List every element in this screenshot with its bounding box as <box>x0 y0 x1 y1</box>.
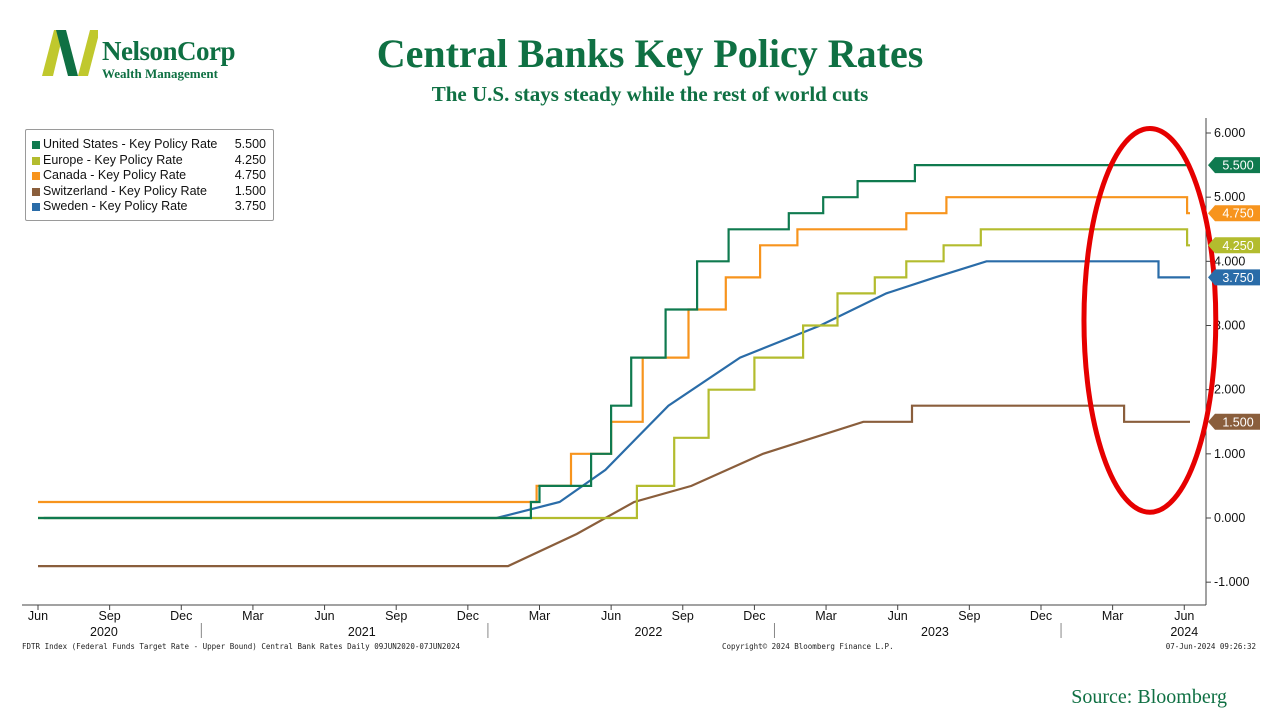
y-tick-label: 6.000 <box>1214 126 1245 140</box>
y-tick-label: 4.000 <box>1214 254 1245 268</box>
x-tick-label: Mar <box>529 609 551 623</box>
logo: NelsonCorp Wealth Management <box>38 26 253 82</box>
legend-label: Switzerland - Key Policy Rate <box>43 183 207 198</box>
x-year-label: 2022 <box>634 625 662 639</box>
legend-swatch <box>32 203 40 211</box>
chart-legend: United States - Key Policy Rate 5.500 Eu… <box>25 129 274 221</box>
end-value-text: 1.500 <box>1222 415 1253 429</box>
legend-item-europe: Europe - Key Policy Rate 4.250 <box>32 153 272 168</box>
series-line <box>38 196 1190 504</box>
end-value-text: 5.500 <box>1222 159 1253 173</box>
footer-index-note: FDTR Index (Federal Funds Target Rate - … <box>22 642 460 651</box>
end-value-tag <box>1208 205 1260 222</box>
x-year-label: 2023 <box>921 625 949 639</box>
legend-item-us: United States - Key Policy Rate 5.500 <box>32 137 272 152</box>
end-value-label: 5.500 <box>1208 157 1260 174</box>
end-value-label: 1.500 <box>1208 413 1260 430</box>
x-tick-label: Jun <box>314 609 334 623</box>
legend-swatch <box>32 156 40 165</box>
x-tick-label: Jun <box>601 609 621 623</box>
y-tick-label: -1.000 <box>1214 575 1249 589</box>
x-year-label: 2021 <box>348 625 376 639</box>
page-subtitle: The U.S. stays steady while the rest of … <box>431 82 869 106</box>
end-value-tag <box>1208 237 1260 254</box>
series-line <box>38 164 1190 520</box>
end-value-label: 4.750 <box>1208 205 1260 222</box>
x-year-label: 2024 <box>1170 625 1198 639</box>
x-tick-label: Jun <box>28 609 48 623</box>
legend-item-canada: Canada - Key Policy Rate 4.750 <box>32 168 272 183</box>
series-line <box>38 404 1190 568</box>
x-tick-label: Mar <box>1102 609 1124 623</box>
legend-swatch <box>32 141 40 149</box>
logo-mark-icon <box>42 30 98 76</box>
legend-label: Europe - Key Policy Rate <box>43 152 183 167</box>
legend-swatch <box>32 187 40 196</box>
highlight-ellipse <box>1081 126 1219 515</box>
x-year-label: 2020 <box>90 625 118 639</box>
page-title: Central Banks Key Policy Rates <box>376 31 924 76</box>
x-tick-label: Sep <box>385 609 407 623</box>
end-value-text: 4.750 <box>1222 207 1253 221</box>
end-value-label: 3.750 <box>1208 269 1260 286</box>
annotation-layer <box>1081 126 1219 515</box>
x-tick-label: Sep <box>672 609 694 623</box>
end-value-label: 4.250 <box>1208 237 1260 254</box>
end-value-tag <box>1208 269 1260 286</box>
legend-label: Sweden - Key Policy Rate <box>43 199 188 213</box>
legend-swatch <box>32 172 40 180</box>
x-tick-label: Dec <box>457 609 479 623</box>
end-value-tag <box>1208 157 1260 174</box>
y-tick-label: 5.000 <box>1214 190 1245 204</box>
axes-layer: -1.000 0.000 1.000 2.000 3.000 4.000 5.000 6.00… <box>22 118 1249 639</box>
legend-value: 4.250 <box>234 152 266 167</box>
end-value-text: 3.750 <box>1222 271 1253 285</box>
series-layer <box>38 164 1190 568</box>
x-tick-label: Dec <box>1030 609 1052 623</box>
x-tick-label: Sep <box>958 609 980 623</box>
legend-label: United States - Key Policy Rate <box>43 137 218 151</box>
x-tick-label: Dec <box>743 609 765 623</box>
legend-value: 5.500 <box>234 137 266 151</box>
logo-name: NelsonCorp <box>102 36 236 66</box>
logo-tagline: Wealth Management <box>102 66 218 81</box>
y-tick-label: 1.000 <box>1214 447 1245 461</box>
series-line <box>43 260 1190 520</box>
footer-copyright: Copyright© 2024 Bloomberg Finance L.P. <box>722 642 894 651</box>
legend-label: Canada - Key Policy Rate <box>43 168 187 182</box>
footer-timestamp: 07-Jun-2024 09:26:32 <box>1165 642 1256 651</box>
y-tick-label: 2.000 <box>1214 383 1245 397</box>
x-tick-label: Dec <box>170 609 192 623</box>
x-tick-label: Jun <box>1174 609 1194 623</box>
x-tick-label: Jun <box>888 609 908 623</box>
end-value-text: 4.250 <box>1222 239 1253 253</box>
legend-item-sweden: Sweden - Key Policy Rate 3.750 <box>32 199 272 214</box>
x-tick-label: Mar <box>815 609 837 623</box>
end-value-labels: 5.500 4.250 4.750 1.500 3.750 <box>1208 157 1260 430</box>
y-tick-label: 0.000 <box>1214 511 1245 525</box>
end-value-tag <box>1208 413 1260 430</box>
series-line <box>38 228 1190 520</box>
x-tick-label: Mar <box>242 609 264 623</box>
legend-item-switzerland: Switzerland - Key Policy Rate 1.500 <box>32 184 272 199</box>
x-tick-label: Sep <box>99 609 121 623</box>
source-note: Source: Bloomberg <box>1071 686 1227 708</box>
legend-value: 4.750 <box>234 168 266 182</box>
legend-value: 3.750 <box>234 199 266 213</box>
y-tick-label: 3.000 <box>1214 319 1245 333</box>
legend-value: 1.500 <box>234 183 266 198</box>
